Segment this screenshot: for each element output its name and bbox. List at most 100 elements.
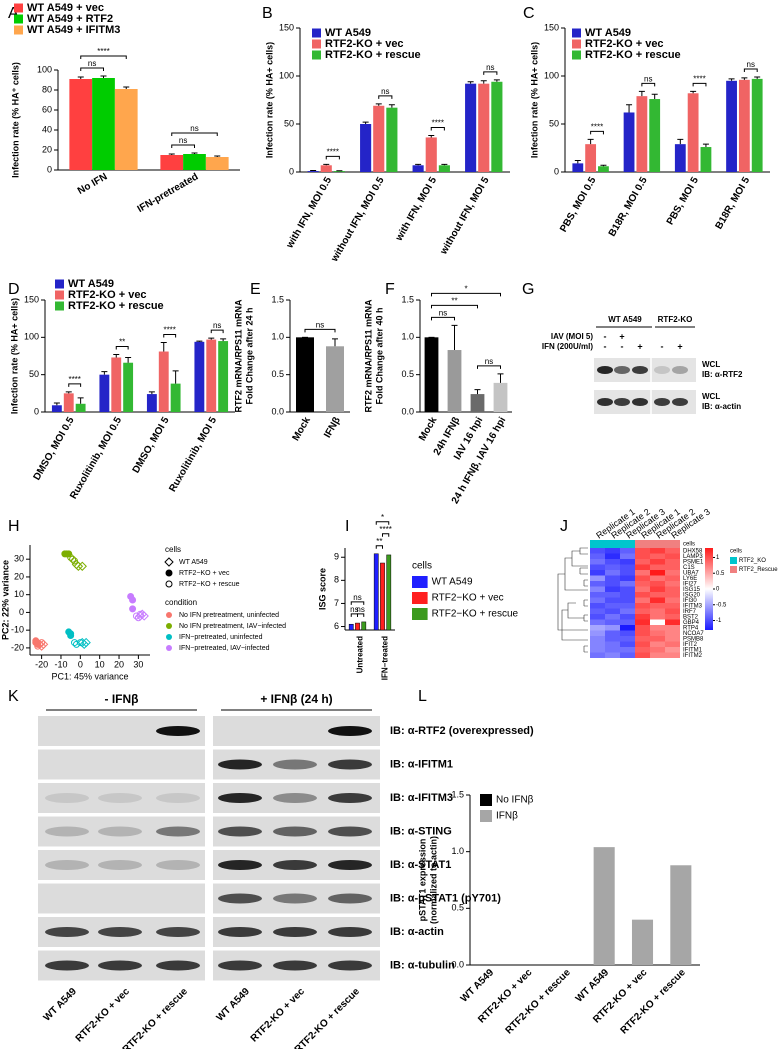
bar (146, 394, 157, 412)
significance-bracket (431, 292, 501, 297)
bar (69, 79, 93, 170)
heat-cell (665, 630, 680, 636)
significance-label: **** (68, 375, 80, 384)
point (139, 611, 149, 621)
y-tick-label: 0.0 (271, 406, 284, 416)
row-label: DHX58 (683, 548, 703, 554)
heat-cell (665, 652, 680, 658)
error-bar (480, 80, 487, 84)
bar (205, 157, 229, 170)
significance-bracket (304, 328, 336, 333)
error-bar (77, 397, 84, 404)
legend-label: RTF2-KO + rescue (585, 49, 681, 61)
point (69, 555, 77, 563)
legend-swatch (312, 39, 321, 49)
point (129, 596, 137, 604)
significance-bracket (325, 155, 340, 160)
bar (361, 621, 367, 631)
bar (170, 383, 181, 412)
blot-band (597, 366, 613, 374)
legend-symbol (166, 645, 172, 651)
lane-label: WT A549 (42, 986, 80, 1024)
colorbar-label: 1 (716, 555, 720, 561)
blot-band (218, 793, 262, 803)
antibody-label: IB: α-IFITM3 (390, 792, 453, 804)
panel-label: I (345, 518, 349, 535)
y-tick-label: 100 (37, 64, 52, 74)
row-label: IFI27 (683, 581, 697, 587)
blot-band (98, 826, 142, 837)
row-label: PSME1 (683, 559, 704, 565)
heat-cell (665, 586, 680, 592)
bar (751, 78, 763, 172)
y-tick-label: 150 (24, 294, 39, 304)
blot-header: + IFNβ (24 h) (260, 692, 332, 706)
bar (99, 374, 110, 412)
significance-bracket (171, 132, 218, 136)
point (38, 639, 46, 647)
significance-label: ns (439, 308, 447, 317)
y-axis-label: PC2: 22% variance (0, 560, 10, 640)
colorbar-label: -0.5 (716, 602, 727, 608)
x-tick-label: IFN−treated (381, 636, 390, 680)
heat-cell (590, 614, 605, 620)
point (129, 605, 137, 613)
heat-cell (650, 553, 665, 559)
y-tick-label: -10 (11, 625, 24, 635)
point (136, 610, 144, 618)
x-tick-label: Mock (417, 415, 440, 443)
row-label: LY6E (683, 576, 697, 582)
error-bar (191, 152, 198, 154)
x-tick-label: Ruxolitinib, MOI 5 (167, 415, 219, 494)
y-tick-label: 50 (549, 118, 559, 128)
heat-cell (635, 619, 650, 625)
y-tick-label: 0.5 (271, 369, 284, 379)
y-axis-label: Infection rate (% HA+ cells) (264, 42, 274, 158)
bar (373, 105, 385, 172)
legend-symbol (166, 634, 172, 640)
heat-cell (650, 608, 665, 614)
blot-band (218, 960, 262, 971)
x-tick-label: 10 (95, 659, 105, 669)
heat-cell (605, 630, 620, 636)
significance-label: ns (350, 605, 358, 614)
blot-band (45, 927, 89, 937)
significance-label: **** (327, 147, 339, 156)
x-tick-label: with IFN, MOI 0.5 (284, 175, 334, 251)
y-axis-label: RTF2 mRNA/RPS11 mRNA (233, 299, 243, 413)
heat-cell (590, 608, 605, 614)
significance-label: ns (485, 357, 493, 366)
heat-cell (635, 597, 650, 603)
y-tick-label: 0 (34, 406, 39, 416)
panel-label: C (523, 5, 535, 22)
legend-label: RTF2−KO + rescue (179, 581, 240, 588)
legend-label: RTF2−KO + vec (432, 593, 504, 604)
error-bar (53, 402, 60, 406)
heat-cell (650, 625, 665, 631)
heat-cell (590, 575, 605, 581)
bar (649, 99, 661, 172)
y-tick-label: 20 (42, 144, 52, 154)
antibody-label: IB: α-STING (390, 825, 452, 837)
legend-label: No IFNβ (496, 795, 534, 806)
panel-label: A (8, 5, 19, 22)
point (76, 639, 84, 647)
heat-cell (635, 608, 650, 614)
heat-cell (620, 553, 635, 559)
x-tick-label: IFNβ (322, 415, 343, 440)
error-bar (677, 138, 684, 145)
row-label: PSMB8 (683, 636, 704, 642)
bar (386, 107, 398, 172)
bar (687, 93, 699, 172)
bar (424, 337, 439, 412)
heat-cell (665, 608, 680, 614)
error-bar (574, 159, 581, 164)
error-bar (214, 155, 221, 157)
significance-bracket (431, 316, 455, 321)
bar (636, 96, 648, 172)
error-bar (600, 164, 607, 167)
error-bar (626, 104, 633, 113)
x-tick-label: DMSO, MOI 0.5 (32, 415, 77, 482)
blot-band (45, 826, 89, 837)
significance-label: **** (432, 119, 444, 128)
